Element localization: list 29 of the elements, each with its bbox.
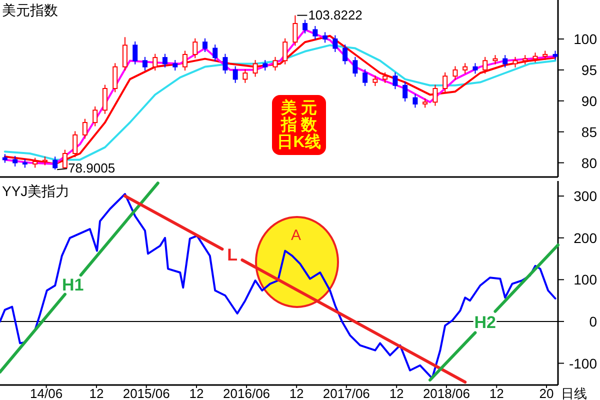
- y-tick-label: 80: [581, 154, 598, 171]
- x-tick-label: 12: [389, 386, 404, 400]
- chart-title: YYJ美指力: [2, 183, 70, 199]
- x-tick-label: 12: [89, 386, 104, 400]
- series-label: H1: [62, 276, 84, 295]
- x-tick-label: 12: [289, 386, 304, 400]
- y-tick-label: -100: [568, 355, 598, 372]
- x-tick-label: 2017/06: [322, 386, 370, 400]
- x-tick-label: 12: [489, 386, 504, 400]
- annotation: A: [290, 227, 302, 244]
- y-tick-label: 100: [574, 30, 598, 47]
- y-tick-label: 0: [589, 313, 598, 330]
- text: 日线: [561, 386, 587, 400]
- y-tick-label: 90: [581, 92, 598, 109]
- y-tick-label: 95: [581, 62, 598, 78]
- x-tick-label: 2018/06: [422, 386, 470, 400]
- x-tick-label: 20: [539, 386, 554, 400]
- x-tick-label: 14/06: [30, 386, 63, 400]
- annotation: 78.9005: [68, 160, 116, 176]
- y-tick-label: 85: [581, 124, 598, 140]
- annotation: 103.8222: [308, 7, 362, 22]
- y-tick-label: 300: [574, 188, 598, 204]
- y-tick-label: 200: [574, 230, 598, 246]
- x-tick-label: 2016/06: [223, 386, 270, 400]
- series-label: L: [227, 246, 238, 265]
- chart-title: 美元指数: [2, 2, 58, 18]
- y-tick-label: 100: [574, 272, 598, 288]
- x-tick-label: 2015/06: [122, 386, 170, 400]
- x-tick-label: 12: [189, 386, 204, 400]
